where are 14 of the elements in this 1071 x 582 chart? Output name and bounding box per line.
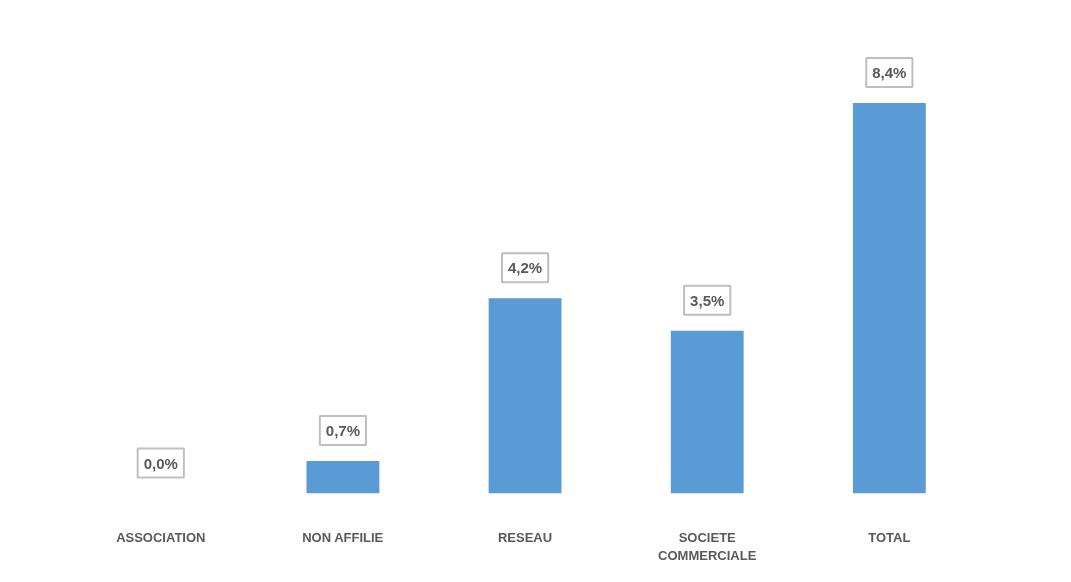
data-label: 3,5% [690, 291, 725, 309]
x-tick-label: RESEAU [497, 529, 553, 545]
x-tick-label: ASSOCIATION [116, 529, 206, 545]
data-label: 8,4% [872, 63, 907, 81]
data-label: 0,7% [325, 421, 361, 439]
bar [488, 298, 562, 494]
x-tick-label: NON AFFILIE [302, 529, 384, 545]
x-tick-label: TOTAL [868, 529, 911, 545]
data-label: 4,2% [507, 259, 543, 277]
bar [670, 330, 744, 494]
bar [306, 460, 380, 494]
bar [852, 102, 926, 494]
x-tick-label: SOCIETE COMMERCIALE [658, 529, 757, 563]
data-label: 0,0% [143, 454, 178, 472]
